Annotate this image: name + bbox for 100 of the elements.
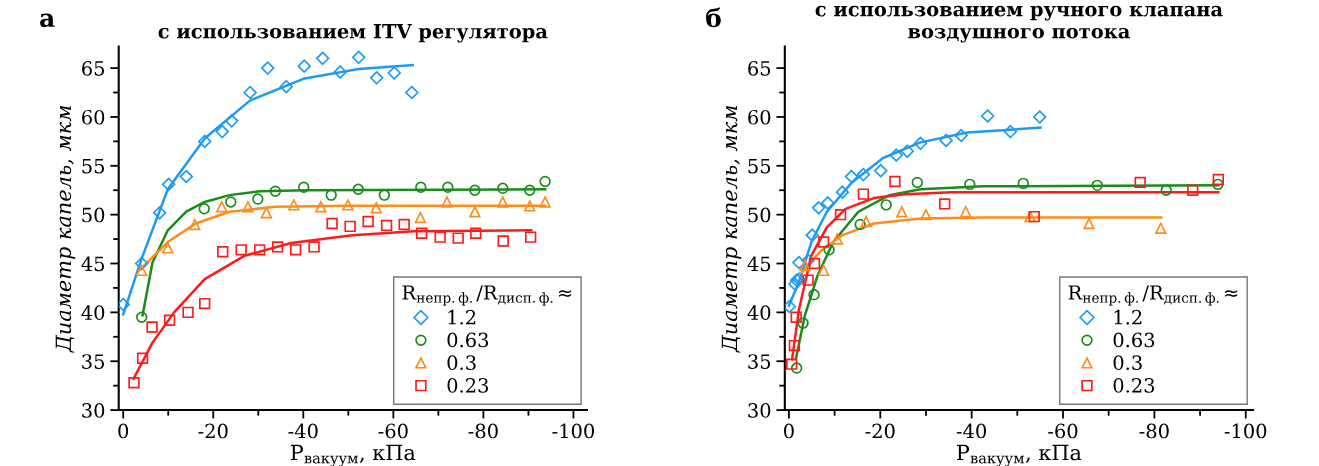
point: [539, 175, 551, 188]
point: [1212, 173, 1225, 186]
point: [913, 136, 928, 151]
point: [260, 207, 273, 219]
point: [1160, 184, 1172, 196]
point: [215, 124, 229, 139]
point: [261, 61, 275, 75]
point: [370, 202, 382, 214]
point: [1083, 217, 1095, 230]
point: [288, 199, 300, 211]
x-tick-label: -60: [1048, 423, 1078, 439]
legend-label: 0.63: [1113, 332, 1155, 348]
point: [161, 177, 176, 192]
x-tick-label: -20: [198, 423, 228, 439]
point: [235, 244, 247, 256]
point: [405, 85, 419, 100]
point: [162, 242, 174, 254]
legend-label: 1.2: [1114, 309, 1142, 325]
y-tick-label: 30: [748, 403, 771, 418]
point: [470, 227, 482, 239]
legend-label: 1.2: [448, 309, 476, 325]
point: [802, 274, 814, 286]
point: [889, 148, 903, 162]
point: [811, 201, 826, 215]
point: [152, 205, 167, 220]
point: [797, 317, 809, 329]
point: [1003, 124, 1018, 139]
legend-title: R$_{непр.ф.}$/R$_{дисп.ф.}$≈: [1068, 285, 1238, 306]
point: [352, 183, 364, 195]
point: [269, 185, 282, 197]
y-tick-label: 40: [747, 305, 771, 321]
point: [469, 184, 481, 196]
point: [874, 163, 888, 178]
point: [199, 297, 211, 310]
point: [146, 321, 158, 333]
point: [163, 314, 176, 326]
point: [788, 277, 802, 291]
point: [1187, 184, 1199, 196]
point: [289, 244, 302, 256]
point: [817, 236, 830, 248]
point: [182, 306, 194, 319]
y-tick-label: 65: [82, 61, 105, 76]
point: [792, 255, 806, 270]
point: [896, 206, 908, 218]
point: [834, 208, 847, 221]
point: [785, 358, 798, 370]
legend-label: 0.23: [447, 377, 489, 393]
point: [434, 231, 446, 243]
point: [524, 200, 536, 212]
point: [980, 109, 995, 123]
point: [398, 218, 410, 231]
point: [788, 339, 801, 352]
x-tick-label: -100: [1224, 423, 1267, 439]
point: [1155, 222, 1167, 235]
x-tick-label: 0: [118, 423, 129, 439]
point: [279, 79, 293, 94]
chart-title: с использованием ITV регулятора: [158, 24, 548, 43]
point: [179, 169, 193, 184]
point: [889, 175, 901, 188]
point: [134, 256, 149, 271]
point: [342, 199, 354, 211]
point: [315, 51, 330, 66]
y-tick-label: 55: [82, 159, 105, 174]
point: [920, 208, 932, 221]
x-tick-label: 0: [784, 423, 794, 439]
x-tick-label: -60: [378, 423, 408, 439]
point: [964, 178, 976, 191]
point: [136, 352, 149, 364]
point: [1212, 178, 1224, 191]
y-axis-title: Диаметр капель, мкм: [721, 105, 742, 353]
point: [469, 206, 481, 218]
point: [938, 198, 951, 210]
point: [252, 193, 264, 205]
point: [253, 244, 266, 256]
point: [242, 201, 254, 213]
point: [539, 196, 551, 208]
point: [1134, 176, 1146, 189]
legend-label: 0.63: [447, 332, 489, 348]
point: [817, 264, 830, 277]
point: [135, 264, 148, 277]
point: [189, 218, 201, 231]
point: [128, 377, 140, 389]
point: [1032, 110, 1047, 124]
y-tick-label: 45: [81, 256, 105, 272]
point: [135, 311, 148, 323]
x-tick-label: -20: [865, 423, 895, 439]
y-tick-label: 55: [748, 159, 771, 174]
point: [831, 233, 844, 245]
legend-label: 0.23: [1113, 377, 1155, 393]
point: [441, 196, 453, 208]
legend-label: 0.3: [1113, 355, 1142, 370]
y-tick-label: 35: [82, 354, 105, 369]
point: [880, 199, 892, 211]
point: [326, 217, 338, 230]
point: [351, 50, 366, 65]
point: [821, 196, 835, 210]
point: [198, 203, 210, 215]
point: [857, 188, 870, 200]
point: [224, 114, 239, 128]
x-tick-label: -80: [1139, 423, 1169, 439]
